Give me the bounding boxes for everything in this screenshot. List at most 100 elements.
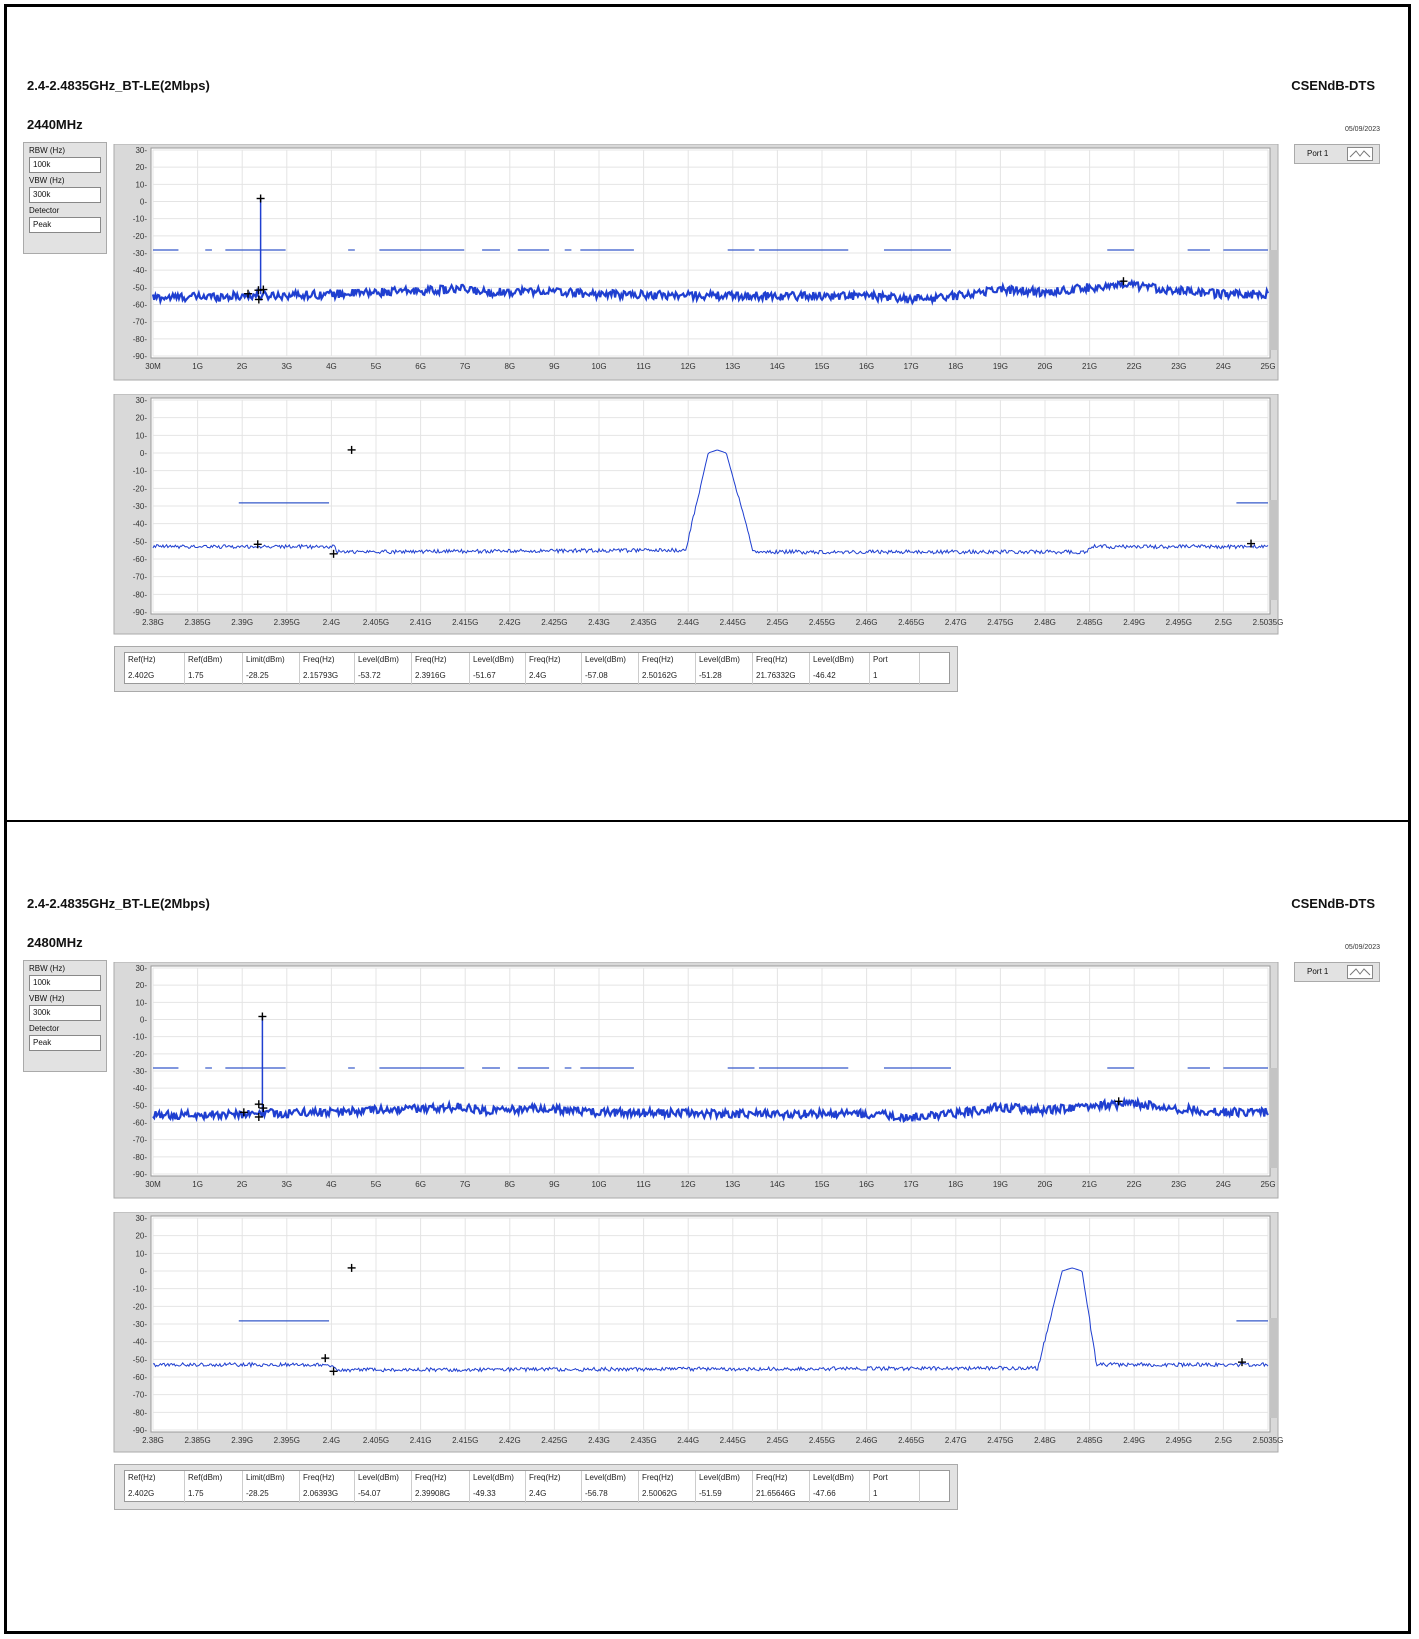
x-tick-label: 10G [591, 1180, 606, 1189]
table-value-cell: 2.402G [128, 1489, 154, 1498]
table-header-cell: Port [873, 1473, 888, 1482]
x-tick-label: 11G [636, 362, 651, 371]
x-tick-label: 12G [681, 1180, 696, 1189]
x-tick-label: 2.495G [1166, 618, 1192, 627]
table-column: Freq(Hz) 2.50062G [639, 1471, 696, 1503]
table-header-cell: Ref(Hz) [128, 1473, 156, 1482]
x-tick-label: 2.47G [945, 618, 967, 627]
x-tick-label: 2.39G [231, 618, 253, 627]
table-value-cell: 2.15793G [303, 671, 338, 680]
y-tick-label: 0- [140, 1267, 147, 1276]
table-header-cell: Level(dBm) [585, 1473, 626, 1482]
x-tick-label: 2.425G [541, 1436, 567, 1445]
x-tick-label: 2.455G [809, 1436, 835, 1445]
x-tick-label: 18G [948, 1180, 963, 1189]
x-tick-label: 2.4G [323, 1436, 340, 1445]
table-value-cell: 2.39908G [415, 1489, 450, 1498]
x-tick-label: 2.415G [452, 618, 478, 627]
table-value-cell: -51.28 [699, 671, 722, 680]
x-tick-label: 2.495G [1166, 1436, 1192, 1445]
x-tick-label: 17G [904, 1180, 919, 1189]
table-header-cell: Level(dBm) [699, 655, 740, 664]
x-tick-label: 2.5G [1215, 1436, 1232, 1445]
x-tick-label: 2.47G [945, 1436, 967, 1445]
x-tick-label: 2.485G [1076, 1436, 1102, 1445]
x-tick-label: 2.46G [856, 618, 878, 627]
y-tick-label: 20- [135, 414, 147, 423]
x-tick-label: 2.435G [630, 1436, 656, 1445]
x-tick-label: 4G [326, 1180, 337, 1189]
y-tick-label: 10- [135, 180, 147, 189]
x-tick-label: 2.38G [142, 618, 164, 627]
y-tick-label: 10- [135, 431, 147, 440]
x-tick-label: 2.39G [231, 1436, 253, 1445]
table-column: Port 1 [870, 653, 920, 685]
table-header-cell: Freq(Hz) [756, 1473, 788, 1482]
table-value-cell: 21.76332G [756, 671, 796, 680]
table-header-cell: Level(dBm) [358, 1473, 399, 1482]
inband-spectrum-chart: 30- 20- 10- 0- -10- -20- -30- -40- -50- -60- -70- -… [0, 394, 1419, 638]
table-value-cell: 1 [873, 671, 877, 680]
scrollbar [1270, 250, 1278, 350]
table-column: Level(dBm) -51.28 [696, 653, 753, 685]
y-tick-label: -10- [133, 215, 148, 224]
y-tick-label: -50- [133, 537, 148, 546]
x-tick-label: 2.415G [452, 1436, 478, 1445]
y-tick-label: -60- [133, 555, 148, 564]
table-value-cell: 1.75 [188, 1489, 204, 1498]
x-tick-label: 2.49G [1123, 618, 1145, 627]
table-header-cell: Freq(Hz) [642, 1473, 674, 1482]
y-tick-label: -30- [133, 502, 148, 511]
x-tick-label: 8G [504, 362, 515, 371]
table-header-cell: Level(dBm) [473, 655, 514, 664]
y-tick-label: -70- [133, 1136, 148, 1145]
table-header-cell: Ref(dBm) [188, 655, 222, 664]
table-value-cell: -51.59 [699, 1489, 722, 1498]
x-tick-label: 2.405G [363, 1436, 389, 1445]
x-tick-label: 6G [415, 1180, 426, 1189]
table-header-cell: Limit(dBm) [246, 1473, 285, 1482]
x-tick-label: 2.465G [898, 1436, 924, 1445]
table-column: Level(dBm) -53.72 [355, 653, 412, 685]
table-value-cell: -57.08 [585, 671, 608, 680]
table-value-cell: -53.72 [358, 671, 381, 680]
x-tick-label: 21G [1082, 1180, 1097, 1189]
table-column: Freq(Hz) 2.06393G [300, 1471, 355, 1503]
report-date: 05/09/2023 [1320, 944, 1380, 951]
table-header-cell: Limit(dBm) [246, 655, 285, 664]
y-tick-label: 30- [135, 146, 147, 155]
y-tick-label: -20- [133, 1302, 148, 1311]
x-tick-label: 15G [814, 362, 829, 371]
table-header-cell: Level(dBm) [473, 1473, 514, 1482]
table-header-cell: Freq(Hz) [529, 1473, 561, 1482]
scrollbar [1270, 1068, 1278, 1168]
y-tick-label: -60- [133, 1119, 148, 1128]
y-tick-label: 0- [140, 1016, 147, 1025]
table-header-cell: Level(dBm) [585, 655, 626, 664]
x-tick-label: 2.395G [274, 1436, 300, 1445]
x-tick-label: 2.42G [499, 1436, 521, 1445]
x-tick-label: 18G [948, 362, 963, 371]
y-tick-label: -90- [133, 1426, 148, 1435]
table-column: Level(dBm) -54.07 [355, 1471, 412, 1503]
table-column: Freq(Hz) 21.76332G [753, 653, 810, 685]
x-tick-label: 2.465G [898, 618, 924, 627]
x-tick-label: 2.43G [588, 618, 610, 627]
x-tick-label: 2.43G [588, 1436, 610, 1445]
y-tick-label: -40- [133, 266, 148, 275]
x-tick-label: 2.5G [1215, 618, 1232, 627]
x-tick-label: 3G [281, 1180, 292, 1189]
table-value-cell: 2.06393G [303, 1489, 338, 1498]
table-header-cell: Ref(dBm) [188, 1473, 222, 1482]
table-header-cell: Freq(Hz) [415, 655, 447, 664]
x-tick-label: 2.45G [767, 618, 789, 627]
table-column: Ref(dBm) 1.75 [185, 1471, 243, 1503]
table-column: Level(dBm) -51.59 [696, 1471, 753, 1503]
y-tick-label: 30- [135, 964, 147, 973]
x-tick-label: 11G [636, 1180, 651, 1189]
y-tick-label: 30- [135, 396, 147, 405]
table-column: Freq(Hz) 2.39908G [412, 1471, 470, 1503]
wideband-spectrum-chart: 30- 20- 10- 0- -10- -20- -30- -40- -50- -60- -70- -… [0, 962, 1419, 1202]
y-tick-label: -30- [133, 1320, 148, 1329]
y-tick-label: -60- [133, 1373, 148, 1382]
